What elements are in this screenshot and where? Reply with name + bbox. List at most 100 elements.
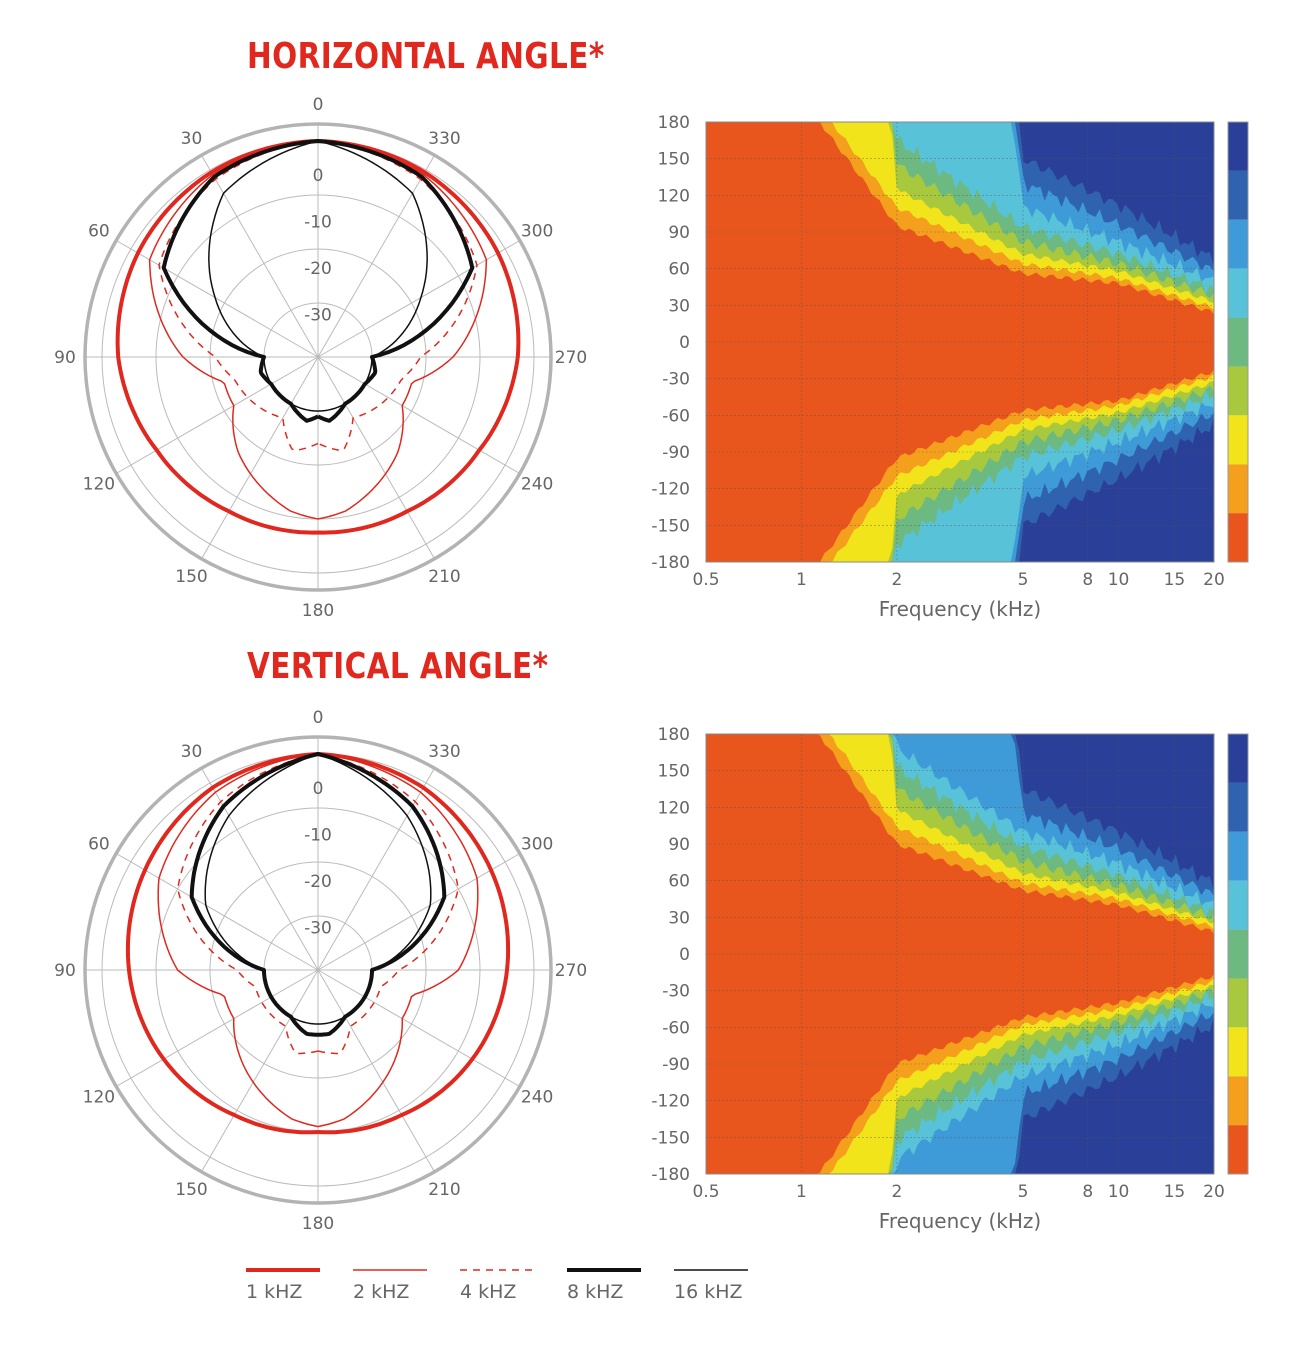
polar-angle-label: 240 (521, 1088, 553, 1108)
colorbar-frame (1227, 121, 1249, 563)
heatmap-y-tick: 90 (668, 223, 690, 243)
heatmap-y-tick: 30 (668, 908, 690, 928)
colorbar-step (1228, 831, 1248, 881)
polar-db-label: -20 (304, 259, 332, 279)
colorbar-step (1228, 929, 1248, 979)
colorbar-step (1228, 268, 1248, 318)
polar-series-8-khz (189, 752, 447, 1037)
polar-db-label: 0 (313, 166, 324, 186)
heatmap-level-8-upper (706, 122, 1214, 268)
heatmap-level-8-lower (706, 1016, 1214, 1174)
heatmap-y-tick: -90 (662, 443, 690, 463)
colorbar-step (1228, 513, 1248, 562)
heatmap-y-tick: 150 (658, 150, 690, 170)
heatmap-y-tick: -180 (651, 553, 690, 573)
polar-db-label: 0 (313, 779, 324, 799)
heatmap-y-tick: -120 (651, 480, 690, 500)
vertical-polar-plot: 0 30 60 90 120 150 180 210 240 270 300 330 0 -10 -20 -3… (54, 708, 587, 1234)
colorbar-step (1228, 1076, 1248, 1126)
heatmap-y-tick: -30 (662, 982, 690, 1002)
heatmap-x-tick: 20 (1203, 570, 1225, 590)
polar-spoke (201, 969, 319, 1173)
polar-db-label: -10 (304, 826, 332, 846)
colorbar-step (1228, 464, 1248, 514)
colorbar-step (1228, 880, 1248, 930)
colorbar-step (1228, 1027, 1248, 1077)
polar-angle-label: 0 (313, 708, 324, 728)
polar-angle-label: 60 (88, 835, 110, 855)
polar-angle-label: 270 (555, 348, 587, 368)
heatmap-y-tick: 180 (658, 113, 690, 133)
heatmap-y-tick: -60 (662, 406, 690, 426)
colorbar-step (1228, 219, 1248, 269)
heatmap-xlabel: Frequency (kHz) (879, 1209, 1041, 1233)
vertical-heatmap: 1801501209060300-30-60-90-120-150-1800.5… (651, 725, 1249, 1233)
heatmap-x-tick: 2 (891, 1182, 902, 1202)
heatmap-y-tick: -90 (662, 1055, 690, 1075)
colorbar-frame (1227, 733, 1249, 1175)
polar-spoke (115, 240, 319, 358)
heatmap-x-tick: 1 (796, 1182, 807, 1202)
heatmap-x-tick: 0.5 (692, 1182, 719, 1202)
heatmap-x-tick: 2 (891, 570, 902, 590)
polar-db-label: -30 (304, 306, 332, 326)
legend-label: 8 kHZ (567, 1281, 623, 1303)
heatmap-level-8-upper (706, 734, 1214, 892)
polar-angle-label: 180 (302, 1214, 334, 1234)
heatmap-y-tick: -60 (662, 1018, 690, 1038)
polar-spoke (115, 969, 319, 1087)
heatmap-y-tick: -30 (662, 370, 690, 390)
heatmap-y-tick: 90 (668, 835, 690, 855)
heatmap-y-tick: 0 (679, 333, 690, 353)
legend-label: 16 kHZ (674, 1281, 743, 1303)
polar-angle-label: 330 (428, 742, 460, 762)
heatmap-y-tick: 0 (679, 945, 690, 965)
polar-db-label: -30 (304, 919, 332, 939)
colorbar-step (1228, 317, 1248, 367)
heatmap-y-tick: -180 (651, 1165, 690, 1185)
heatmap-y-tick: 180 (658, 725, 690, 745)
polar-angle-label: 210 (428, 1180, 460, 1200)
polar-spoke (317, 969, 521, 1087)
heatmap-x-tick: 20 (1203, 1182, 1225, 1202)
colorbar-step (1228, 782, 1248, 832)
horizontal-polar-plot: 0 30 60 90 120 150 180 210 240 270 300 330 0 -10 -20 -3… (54, 95, 587, 621)
polar-angle-label: 150 (175, 567, 207, 587)
polar-spoke (317, 356, 435, 560)
vertical-angle-title: VERTICAL ANGLE* (247, 646, 549, 687)
polar-outer-ring (83, 122, 553, 592)
colorbar-step (1228, 122, 1248, 171)
polar-angle-label: 150 (175, 1180, 207, 1200)
heatmap-y-tick: 150 (658, 762, 690, 782)
legend: 1 kHZ 2 kHZ 4 kHZ 8 kHZ 16 kHZ (246, 1268, 748, 1303)
heatmap-x-tick: 0.5 (692, 570, 719, 590)
polar-angle-label: 120 (83, 475, 115, 495)
polar-angle-label: 210 (428, 567, 460, 587)
polar-angle-label: 30 (181, 129, 203, 149)
polar-angle-label: 180 (302, 601, 334, 621)
polar-angle-label: 90 (54, 348, 76, 368)
polar-angle-label: 0 (313, 95, 324, 115)
colorbar-step (1228, 1125, 1248, 1174)
colorbar-step (1228, 734, 1248, 783)
heatmap-level-8-lower (706, 416, 1214, 562)
polar-angle-label: 330 (428, 129, 460, 149)
polar-spoke (115, 853, 319, 971)
colorbar-step (1228, 366, 1248, 416)
colorbar-step (1228, 415, 1248, 465)
heatmap-x-tick: 5 (1018, 570, 1029, 590)
polar-angle-label: 240 (521, 475, 553, 495)
heatmap-x-tick: 15 (1164, 1182, 1186, 1202)
heatmap-x-tick: 8 (1082, 570, 1093, 590)
polar-spoke (201, 154, 319, 358)
polar-spoke (317, 240, 521, 358)
heatmap-x-tick: 15 (1164, 570, 1186, 590)
polar-db-label: -10 (304, 213, 332, 233)
polar-series-8-khz (161, 139, 475, 423)
polar-outer-ring (83, 735, 553, 1205)
polar-angle-label: 60 (88, 222, 110, 242)
heatmap-y-tick: -150 (651, 516, 690, 536)
polar-angle-label: 90 (54, 961, 76, 981)
heatmap-x-tick: 10 (1108, 1182, 1130, 1202)
